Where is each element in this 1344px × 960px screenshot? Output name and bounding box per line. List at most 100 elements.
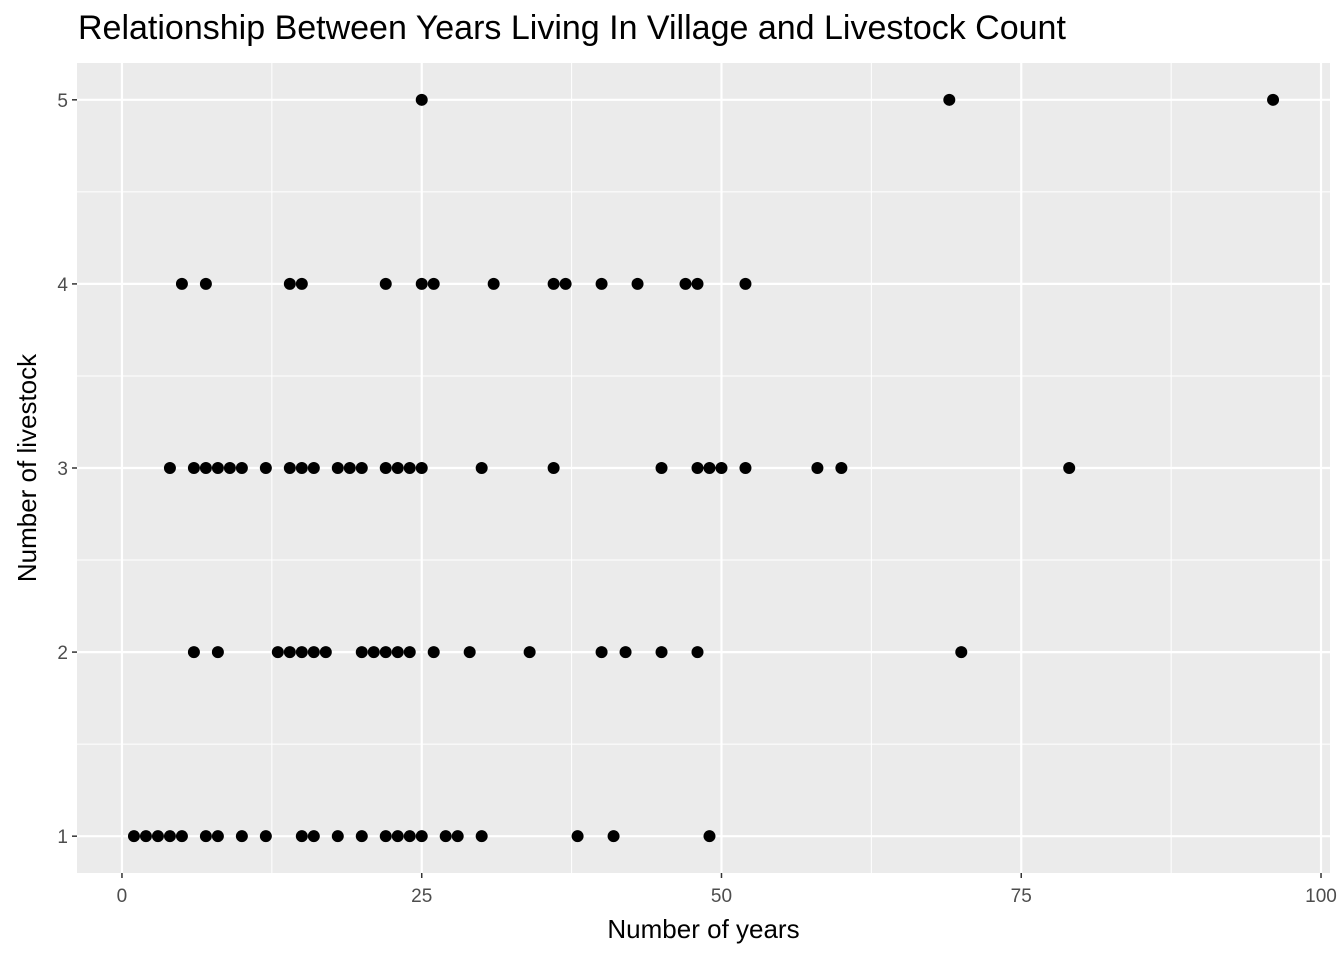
data-point <box>463 646 476 659</box>
x-axis: 0 25 50 75 100 <box>117 873 1337 907</box>
data-point <box>319 646 332 659</box>
data-point <box>355 830 368 843</box>
data-point <box>283 277 296 290</box>
data-point <box>415 93 428 106</box>
data-point <box>415 462 428 474</box>
data-point <box>1267 93 1280 106</box>
data-point <box>1063 462 1076 474</box>
data-point <box>283 646 296 659</box>
data-point <box>175 277 188 290</box>
data-point <box>391 462 404 474</box>
y-tick-label: 2 <box>57 643 68 664</box>
data-points <box>127 93 1280 843</box>
data-point <box>571 830 584 843</box>
data-point <box>355 646 368 659</box>
x-tick-label: 75 <box>1011 886 1032 907</box>
data-point <box>307 646 320 659</box>
y-tick-label: 4 <box>57 275 68 296</box>
x-tick-label: 100 <box>1305 886 1337 907</box>
data-point <box>199 277 212 290</box>
data-point <box>547 277 560 290</box>
data-point <box>559 277 572 290</box>
x-tick-label: 25 <box>411 886 432 907</box>
data-point <box>331 462 344 474</box>
x-tick-label: 50 <box>711 886 732 907</box>
data-point <box>631 277 644 290</box>
x-tick-label: 0 <box>117 886 128 907</box>
data-point <box>223 462 236 474</box>
data-point <box>211 646 224 659</box>
data-point <box>379 277 392 290</box>
data-point <box>607 830 620 843</box>
data-point <box>307 462 320 474</box>
data-point <box>175 830 188 843</box>
data-point <box>331 830 344 843</box>
data-point <box>187 646 200 659</box>
data-point <box>439 830 452 843</box>
data-point <box>211 462 224 474</box>
data-point <box>691 462 704 474</box>
data-point <box>379 830 392 843</box>
data-point <box>391 830 404 843</box>
data-point <box>199 462 212 474</box>
data-point <box>283 462 296 474</box>
data-point <box>655 646 668 659</box>
data-point <box>211 830 224 843</box>
data-point <box>403 462 416 474</box>
data-point <box>835 462 848 474</box>
data-point <box>259 830 272 843</box>
data-point <box>691 277 704 290</box>
data-point <box>619 646 632 659</box>
data-point <box>163 830 176 843</box>
data-point <box>475 830 488 843</box>
data-point <box>307 830 320 843</box>
data-point <box>487 277 500 290</box>
data-point <box>163 462 176 474</box>
data-point <box>379 462 392 474</box>
data-point <box>523 646 536 659</box>
y-axis-title: Number of livestock <box>12 353 42 582</box>
data-point <box>355 462 368 474</box>
data-point <box>271 646 284 659</box>
data-point <box>295 646 308 659</box>
data-point <box>715 462 728 474</box>
data-point <box>595 646 608 659</box>
chart-title: Relationship Between Years Living In Vil… <box>78 9 1066 47</box>
data-point <box>235 462 248 474</box>
y-tick-label: 1 <box>57 827 68 848</box>
data-point <box>955 646 968 659</box>
data-point <box>415 830 428 843</box>
data-point <box>139 830 152 843</box>
data-point <box>595 277 608 290</box>
data-point <box>703 830 716 843</box>
data-point <box>811 462 824 474</box>
x-axis-title: Number of years <box>607 914 799 944</box>
data-point <box>295 277 308 290</box>
data-point <box>295 462 308 474</box>
data-point <box>943 93 956 106</box>
data-point <box>427 646 440 659</box>
data-point <box>343 462 356 474</box>
data-point <box>295 830 308 843</box>
data-point <box>151 830 164 843</box>
y-tick-label: 5 <box>57 91 68 112</box>
data-point <box>679 277 692 290</box>
y-tick-label: 3 <box>57 459 68 480</box>
data-point <box>379 646 392 659</box>
data-point <box>391 646 404 659</box>
data-point <box>475 462 488 474</box>
data-point <box>451 830 464 843</box>
data-point <box>655 462 668 474</box>
data-point <box>415 277 428 290</box>
data-point <box>235 830 248 843</box>
data-point <box>703 462 716 474</box>
data-point <box>739 462 752 474</box>
data-point <box>691 646 704 659</box>
data-point <box>367 646 380 659</box>
data-point <box>187 462 200 474</box>
data-point <box>403 646 416 659</box>
y-axis: 1 2 3 4 5 <box>57 91 77 848</box>
data-point <box>739 277 752 290</box>
data-point <box>259 462 272 474</box>
